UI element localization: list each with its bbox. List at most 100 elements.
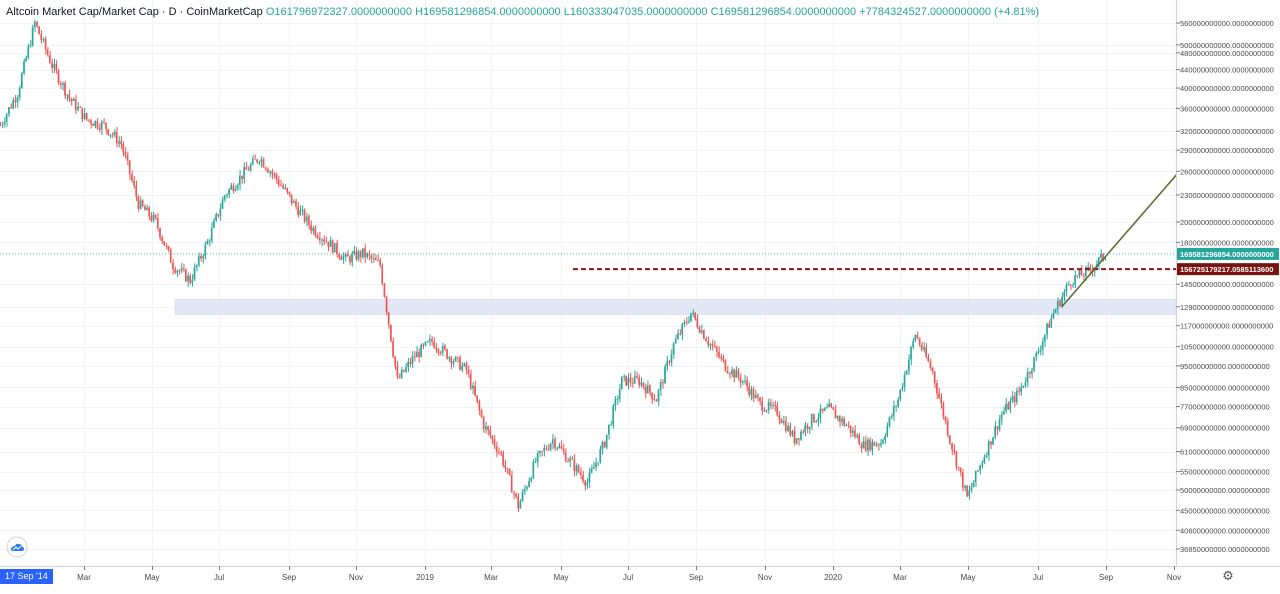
- time-tick-label: Jul: [1033, 573, 1043, 582]
- candle: [802, 429, 804, 435]
- candle: [690, 313, 692, 323]
- candle: [735, 366, 737, 378]
- candle: [748, 382, 750, 398]
- candle: [251, 155, 254, 166]
- candle: [854, 424, 856, 439]
- candle: [905, 369, 908, 376]
- candle: [944, 415, 947, 425]
- candle: [480, 408, 483, 419]
- candle: [433, 337, 435, 349]
- candle: [964, 484, 966, 492]
- candle: [610, 420, 612, 426]
- candle: [595, 457, 597, 472]
- candle: [530, 476, 532, 483]
- candle: [336, 239, 338, 258]
- candle: [506, 467, 509, 474]
- candle: [169, 247, 172, 264]
- candle: [720, 353, 722, 362]
- candle: [422, 343, 425, 350]
- candle: [627, 373, 630, 390]
- candle: [472, 382, 474, 395]
- candle: [951, 442, 953, 456]
- price-axis[interactable]: 560000000000.0000000000 500000000000.0000…: [1176, 0, 1280, 589]
- candle: [314, 225, 317, 238]
- candle: [657, 388, 660, 407]
- candle: [305, 212, 308, 227]
- candle: [519, 499, 522, 509]
- candle: [940, 393, 942, 409]
- candle: [357, 249, 360, 262]
- candle: [983, 454, 986, 465]
- candle: [260, 156, 263, 168]
- candle: [346, 250, 349, 257]
- candle: [987, 439, 990, 461]
- tradingview-cloud-icon[interactable]: [6, 536, 28, 558]
- candle: [269, 169, 271, 178]
- candle: [258, 160, 260, 166]
- candle: [279, 179, 282, 187]
- candle: [808, 426, 811, 435]
- open-value: O161796972327.0000000000: [265, 6, 413, 18]
- candle: [737, 368, 740, 381]
- candle: [254, 154, 256, 160]
- candle: [415, 346, 418, 358]
- gear-icon[interactable]: ⚙: [1222, 569, 1234, 584]
- candle: [187, 272, 189, 288]
- close-value: C169581296854.0000000000: [710, 6, 857, 18]
- candle: [441, 342, 444, 357]
- candle: [821, 408, 824, 414]
- time-tick-label: Sep: [1099, 573, 1114, 582]
- time-tick-label: Sep: [689, 573, 704, 582]
- candle: [998, 414, 1001, 432]
- candle: [679, 329, 681, 336]
- candle: [1, 121, 4, 129]
- candle: [892, 400, 895, 421]
- candle: [1020, 382, 1022, 396]
- candle: [431, 335, 433, 346]
- candle: [124, 146, 127, 159]
- time-axis[interactable]: Mar May Jul Sep Nov 2019 Mar May Jul Sep Nov 2020 Ma…: [0, 566, 1280, 582]
- candle: [81, 107, 84, 123]
- candle: [849, 425, 852, 438]
- candle: [597, 462, 599, 467]
- candle: [383, 282, 386, 298]
- support-zone[interactable]: [174, 299, 1177, 315]
- chart-title: Altcoin Market Cap/Market Cap · D · Coin…: [6, 6, 263, 18]
- candle: [558, 442, 560, 449]
- candle: [262, 157, 265, 168]
- candle: [167, 245, 170, 253]
- price-tick-label: 77000000000.0000000000: [1180, 403, 1270, 412]
- candle: [981, 460, 983, 469]
- candle: [942, 401, 945, 420]
- candle: [784, 415, 787, 433]
- candle: [476, 395, 478, 404]
- candle: [728, 371, 731, 379]
- candle: [746, 376, 748, 392]
- candle: [862, 436, 865, 449]
- candle: [10, 103, 12, 110]
- candle: [936, 379, 938, 400]
- candle: [668, 359, 671, 366]
- candle: [118, 136, 120, 148]
- candle: [573, 454, 576, 477]
- candle: [681, 323, 683, 340]
- candle: [364, 243, 366, 263]
- candle: [42, 37, 45, 43]
- candle: [901, 383, 904, 392]
- candle: [938, 387, 940, 399]
- candle: [977, 469, 979, 472]
- candle: [1037, 347, 1040, 355]
- candle: [413, 351, 416, 362]
- candle: [292, 199, 295, 204]
- candle: [418, 348, 420, 363]
- candle: [398, 373, 401, 379]
- candle: [739, 373, 742, 388]
- candle: [534, 457, 537, 464]
- candle: [912, 337, 914, 350]
- candle: [614, 396, 617, 411]
- candle: [208, 238, 211, 247]
- candle: [608, 424, 610, 440]
- candle: [841, 416, 843, 426]
